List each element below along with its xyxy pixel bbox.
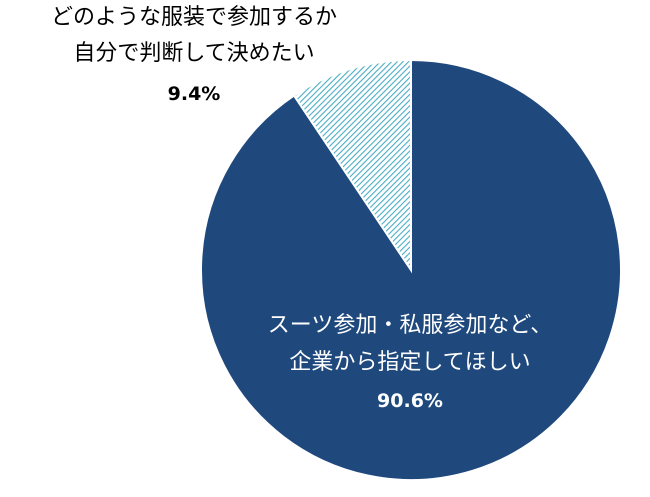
slice-0-label-line-1: 企業から指定してほしい xyxy=(289,350,530,375)
slice-1-value-label: 9.4% xyxy=(168,83,221,105)
slice-1-label-line-0: どのような服装で参加するか xyxy=(51,5,337,30)
slice-0-label-line-0: スーツ参加・私服参加など、 xyxy=(268,313,552,338)
slice-0-value-label: 90.6% xyxy=(377,390,443,412)
pie-slices xyxy=(199,58,622,481)
pie-slice-1 xyxy=(292,58,412,274)
slice-1-label-line-1: 自分で判断して決めたい xyxy=(73,41,314,66)
pie-labels: スーツ参加・私服参加など、企業から指定してほしい 90.6% どのような服装で参加す… xyxy=(51,5,552,412)
